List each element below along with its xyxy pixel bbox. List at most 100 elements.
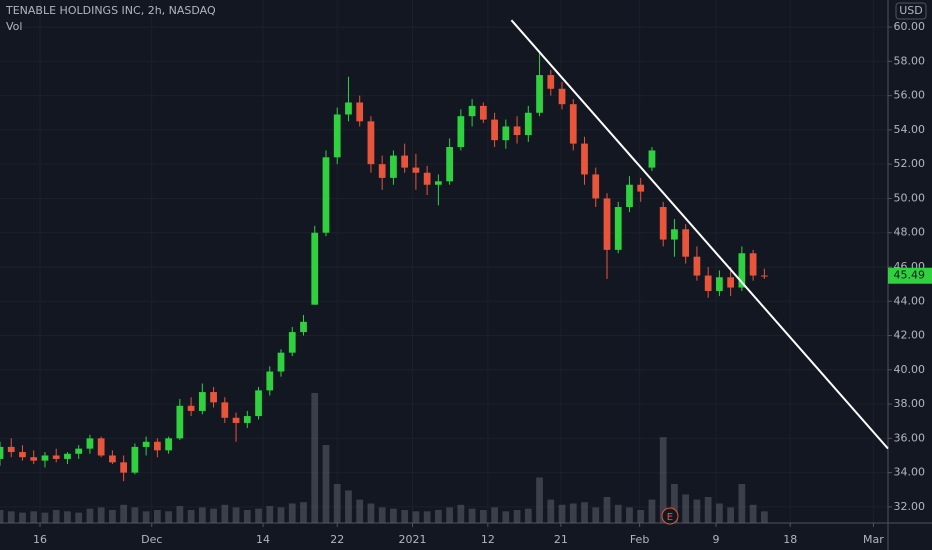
volume-bar — [614, 504, 622, 523]
candle-body — [187, 405, 195, 411]
candle-body — [109, 455, 116, 463]
volume-bar — [412, 511, 420, 523]
volume-bar — [30, 511, 38, 523]
volume-bar — [468, 508, 476, 523]
candle-body — [513, 126, 521, 136]
candle-body — [97, 438, 105, 456]
volume-bar — [221, 504, 229, 523]
x-tick-label: 22 — [330, 533, 344, 546]
volume-bar — [153, 510, 161, 523]
candle-body — [457, 116, 465, 148]
y-tick-label: 36.00 — [894, 431, 926, 444]
earnings-label: E — [667, 512, 673, 523]
candle-body — [581, 143, 588, 175]
volume-bar — [693, 499, 701, 523]
y-tick-label: 60.00 — [894, 20, 926, 33]
volume-bar — [682, 494, 690, 523]
candle-body — [401, 155, 409, 168]
volume-bar — [131, 507, 139, 523]
volume-bar — [255, 508, 262, 523]
candle-body — [120, 462, 128, 473]
candle-body — [468, 105, 476, 117]
x-tick-label: 14 — [256, 533, 270, 546]
volume-bar — [52, 510, 60, 523]
x-tick-label: 12 — [481, 533, 495, 546]
candle-body — [659, 207, 667, 240]
currency: USD — [899, 4, 923, 17]
volume-bar — [300, 502, 307, 523]
volume-bar — [446, 507, 453, 523]
volume-bar — [491, 507, 498, 523]
candle-body — [176, 405, 184, 439]
candle-body — [727, 277, 735, 288]
volume-bar — [671, 484, 678, 523]
candle-body — [637, 184, 645, 192]
candle-body — [300, 321, 307, 333]
candle-body — [131, 446, 139, 473]
candle-body — [367, 121, 375, 165]
candle-body — [345, 102, 352, 115]
volume-label: Vol — [6, 20, 22, 33]
volume-bar — [547, 499, 555, 523]
candle-body — [682, 229, 690, 257]
earnings-marker[interactable] — [661, 507, 679, 525]
currency-box[interactable] — [895, 2, 927, 20]
candle-body — [255, 390, 262, 417]
candle-body — [648, 150, 656, 168]
volume-bar — [457, 504, 465, 523]
volume-bar — [659, 437, 667, 523]
volume-bar — [581, 502, 588, 523]
candle-body — [693, 256, 701, 276]
candle-body — [626, 184, 633, 208]
volume-bar — [19, 512, 26, 523]
x-tick-label: 18 — [783, 533, 797, 546]
volume-bar — [569, 503, 577, 523]
volume-bar — [288, 503, 296, 523]
volume-bar — [322, 445, 330, 523]
volume-bar — [0, 510, 4, 523]
volume-bar — [727, 507, 735, 523]
candle-body — [333, 114, 341, 158]
y-tick-label: 40.00 — [894, 363, 926, 376]
candle-body — [266, 371, 274, 391]
x-tick-label: Dec — [141, 533, 162, 546]
y-tick-label: 32.00 — [894, 500, 926, 513]
volume-bar — [513, 510, 521, 523]
candle-body — [356, 102, 364, 122]
volume-bar — [120, 504, 128, 523]
last-price-label: 45.49 — [894, 269, 926, 282]
volume-bar — [603, 497, 611, 523]
x-tick-label: Feb — [630, 533, 649, 546]
candle-body — [479, 105, 487, 120]
volume-bar — [277, 507, 285, 523]
volume-bar — [7, 511, 15, 523]
y-tick-label: 42.00 — [894, 329, 926, 342]
volume-bar — [592, 507, 600, 523]
volume-bar — [64, 511, 71, 523]
volume-bar — [187, 510, 195, 523]
candle-body — [547, 75, 555, 89]
y-tick-label: 58.00 — [894, 54, 926, 67]
volume-bar — [704, 497, 712, 523]
candle-body — [671, 229, 678, 240]
candle-body — [311, 232, 319, 305]
volume-bar — [109, 510, 116, 523]
volume-bar — [333, 484, 341, 523]
candle-body — [502, 126, 510, 141]
last-price-box — [888, 267, 932, 284]
volume-bar — [367, 503, 375, 523]
x-tick-label: 16 — [33, 533, 47, 546]
volume-bar — [176, 506, 184, 523]
volume-bar — [345, 490, 352, 523]
candle-body — [390, 155, 397, 178]
y-tick-label: 44.00 — [894, 294, 926, 307]
volume-bar — [356, 499, 364, 523]
y-tick-label: 48.00 — [894, 226, 926, 239]
candle-body — [19, 452, 26, 458]
volume-bar — [198, 507, 206, 523]
candle-body — [378, 164, 386, 178]
candle-body — [165, 438, 172, 451]
candle-body — [524, 112, 532, 136]
y-tick-label: 52.00 — [894, 157, 926, 170]
candle-body — [614, 207, 622, 250]
